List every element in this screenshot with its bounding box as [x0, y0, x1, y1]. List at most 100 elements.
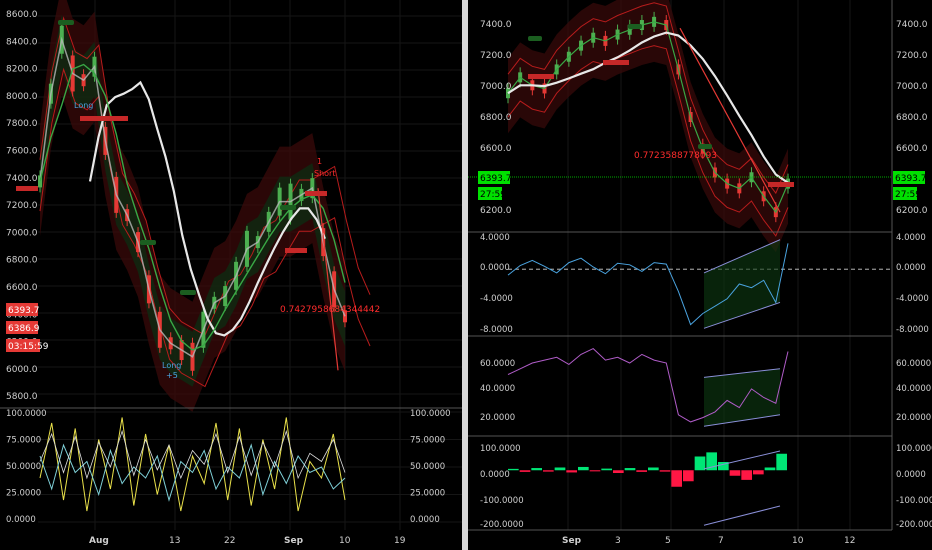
hist-bar — [543, 470, 554, 472]
long-signal-label-2: Long — [162, 361, 181, 370]
last-price-tag: 6393.7 — [8, 306, 40, 316]
right-time-tick: 7 — [718, 536, 724, 546]
left-green-tag — [180, 290, 196, 295]
hist-bar — [589, 470, 601, 472]
plus-five-label: +5 — [166, 371, 178, 380]
left-osc-tick-right: 75.0000 — [410, 436, 445, 446]
left-price-tag: 6393.7 — [480, 174, 512, 184]
right-red-tag — [603, 60, 629, 65]
countdown-tag: 03:15:59 — [8, 342, 49, 352]
macd-tick-left: -4.0000 — [480, 294, 513, 304]
left-chart-svg[interactable]: 100.000075.000050.000025.00000.0000100.0… — [0, 0, 462, 550]
signal-count-label: 1 — [317, 157, 322, 166]
right-price-labels: 6393.7 27:59 6393.7 27:59 0.772358877809… — [468, 151, 927, 200]
left-price-tick: 7800.0 — [6, 119, 38, 129]
hist-divergence-lower — [703, 505, 781, 526]
left-green-cloud — [40, 14, 345, 387]
left-timer-tag: 27:59 — [480, 190, 506, 200]
right-red-cloud — [508, 0, 788, 253]
hist-bar — [718, 462, 729, 471]
left-time-tick: 10 — [339, 536, 351, 546]
left-red-tag — [80, 116, 128, 121]
right-axes: 7400.0 7200.0 7000.0 6800.0 6600.0 6200.0 7400… — [480, 20, 932, 546]
left-osc-tick-right: 50.0000 — [410, 462, 445, 472]
right-macd-pane — [507, 239, 892, 329]
hist-tick-right: 0.0000 — [896, 470, 926, 480]
right-timer-tag: 27:59 — [895, 190, 921, 200]
right-chart-svg[interactable]: 7400.0 7200.0 7000.0 6800.0 6600.0 6200.0 7400… — [468, 0, 932, 550]
rsi-tick-left: 60.0000 — [480, 359, 515, 369]
macd-tick-right: 4.0000 — [896, 233, 926, 243]
right-price-tick-right: 7000.0 — [896, 82, 928, 92]
rsi-tick-left: 40.0000 — [480, 384, 515, 394]
right-price-tick-right: 6200.0 — [896, 206, 928, 216]
hist-divergence-upper — [703, 450, 781, 470]
left-price-tick: 6800.0 — [6, 256, 38, 266]
right-ma-line — [507, 31, 789, 184]
left-oscillator-pane: 100.0000 75.0000 50.0000 25.0000 0.0000 100.0… — [6, 409, 462, 525]
hist-bar — [764, 467, 776, 471]
right-time-tick: 12 — [844, 536, 855, 546]
rsi-divergence-upper — [703, 368, 781, 378]
bid-price-tag: 6386.9 — [8, 324, 40, 334]
right-price-line — [507, 21, 789, 214]
macd-tick-right: -8.0000 — [896, 325, 929, 335]
right-green-tag — [698, 144, 712, 149]
macd-tick-right: 0.0000 — [896, 263, 926, 273]
right-fib-drop-line — [679, 27, 781, 213]
left-price-tick: 5800.0 — [6, 392, 38, 402]
hist-bar — [648, 467, 659, 471]
right-red-tag — [528, 74, 554, 79]
right-price-tick-left: 6800.0 — [480, 113, 512, 123]
rsi-tick-right: 40.0000 — [896, 384, 931, 394]
right-price-tick-left: 7200.0 — [480, 51, 512, 61]
left-osc-tick: 75.0000 — [6, 436, 41, 446]
macd-tick-right: -4.0000 — [896, 294, 929, 304]
hist-tick-left: -100.0000 — [480, 496, 524, 506]
left-price-tick: 8400.0 — [6, 37, 38, 47]
hist-bar — [601, 468, 612, 471]
right-chart-panel[interactable]: 7400.0 7200.0 7000.0 6800.0 6600.0 6200.0 7400… — [468, 0, 932, 550]
hist-tick-left: 0.0000 — [480, 470, 510, 480]
left-price-tick: 7400.0 — [6, 174, 38, 184]
hist-bar — [706, 452, 717, 471]
rsi-divergence-fill — [704, 368, 780, 427]
countdown-tag-bg — [6, 339, 40, 352]
hist-tick-left: 100.0000 — [480, 444, 521, 454]
left-fib-drop-line — [317, 188, 339, 371]
left-osc-white-line — [39, 429, 346, 480]
macd-tick-left: -8.0000 — [480, 325, 513, 335]
left-osc-tick-right: 0.0000 — [410, 515, 440, 525]
right-green-tag — [528, 36, 542, 41]
hist-bar — [624, 468, 636, 471]
left-chart-panel[interactable]: 100.0000 75.0000 50.0000 25.0000 0.0000 100.0… — [0, 0, 462, 550]
left-price-tick: 8200.0 — [6, 65, 38, 75]
left-annotations: 0.7427958684344442 Long Long +5 Short 1 — [74, 101, 380, 380]
right-price-tick-right: 6600.0 — [896, 144, 928, 154]
hist-bar — [694, 456, 706, 471]
macd-line — [507, 243, 789, 326]
left-osc-tick: 100.0000 — [6, 409, 47, 419]
panel-divider[interactable] — [462, 0, 468, 550]
hist-bar — [531, 468, 542, 471]
left-timer-tag-bg — [478, 187, 502, 200]
short-signal-label: Short — [314, 169, 335, 178]
right-rsi-pane — [507, 348, 789, 427]
hist-bar — [776, 453, 787, 471]
left-green-tag — [140, 240, 156, 245]
left-price-tick: 8600.0 — [6, 10, 38, 20]
left-red-tag — [285, 248, 307, 253]
rsi-tick-right: 20.0000 — [896, 413, 931, 423]
left-osc-tick: 25.0000 — [6, 489, 41, 499]
rsi-line — [507, 348, 789, 423]
right-price-plot — [506, 11, 794, 223]
right-price-tick-right: 7200.0 — [896, 51, 928, 61]
right-price-tick-left: 7000.0 — [480, 82, 512, 92]
hist-bar — [729, 470, 741, 476]
left-osc-tick: 50.0000 — [6, 462, 41, 472]
right-price-tick-left: 6600.0 — [480, 144, 512, 154]
left-osc-yellow-line — [39, 417, 346, 512]
right-cloud-bands — [507, 0, 789, 253]
left-price-tick: 7000.0 — [6, 228, 38, 238]
hist-bar — [508, 468, 519, 471]
